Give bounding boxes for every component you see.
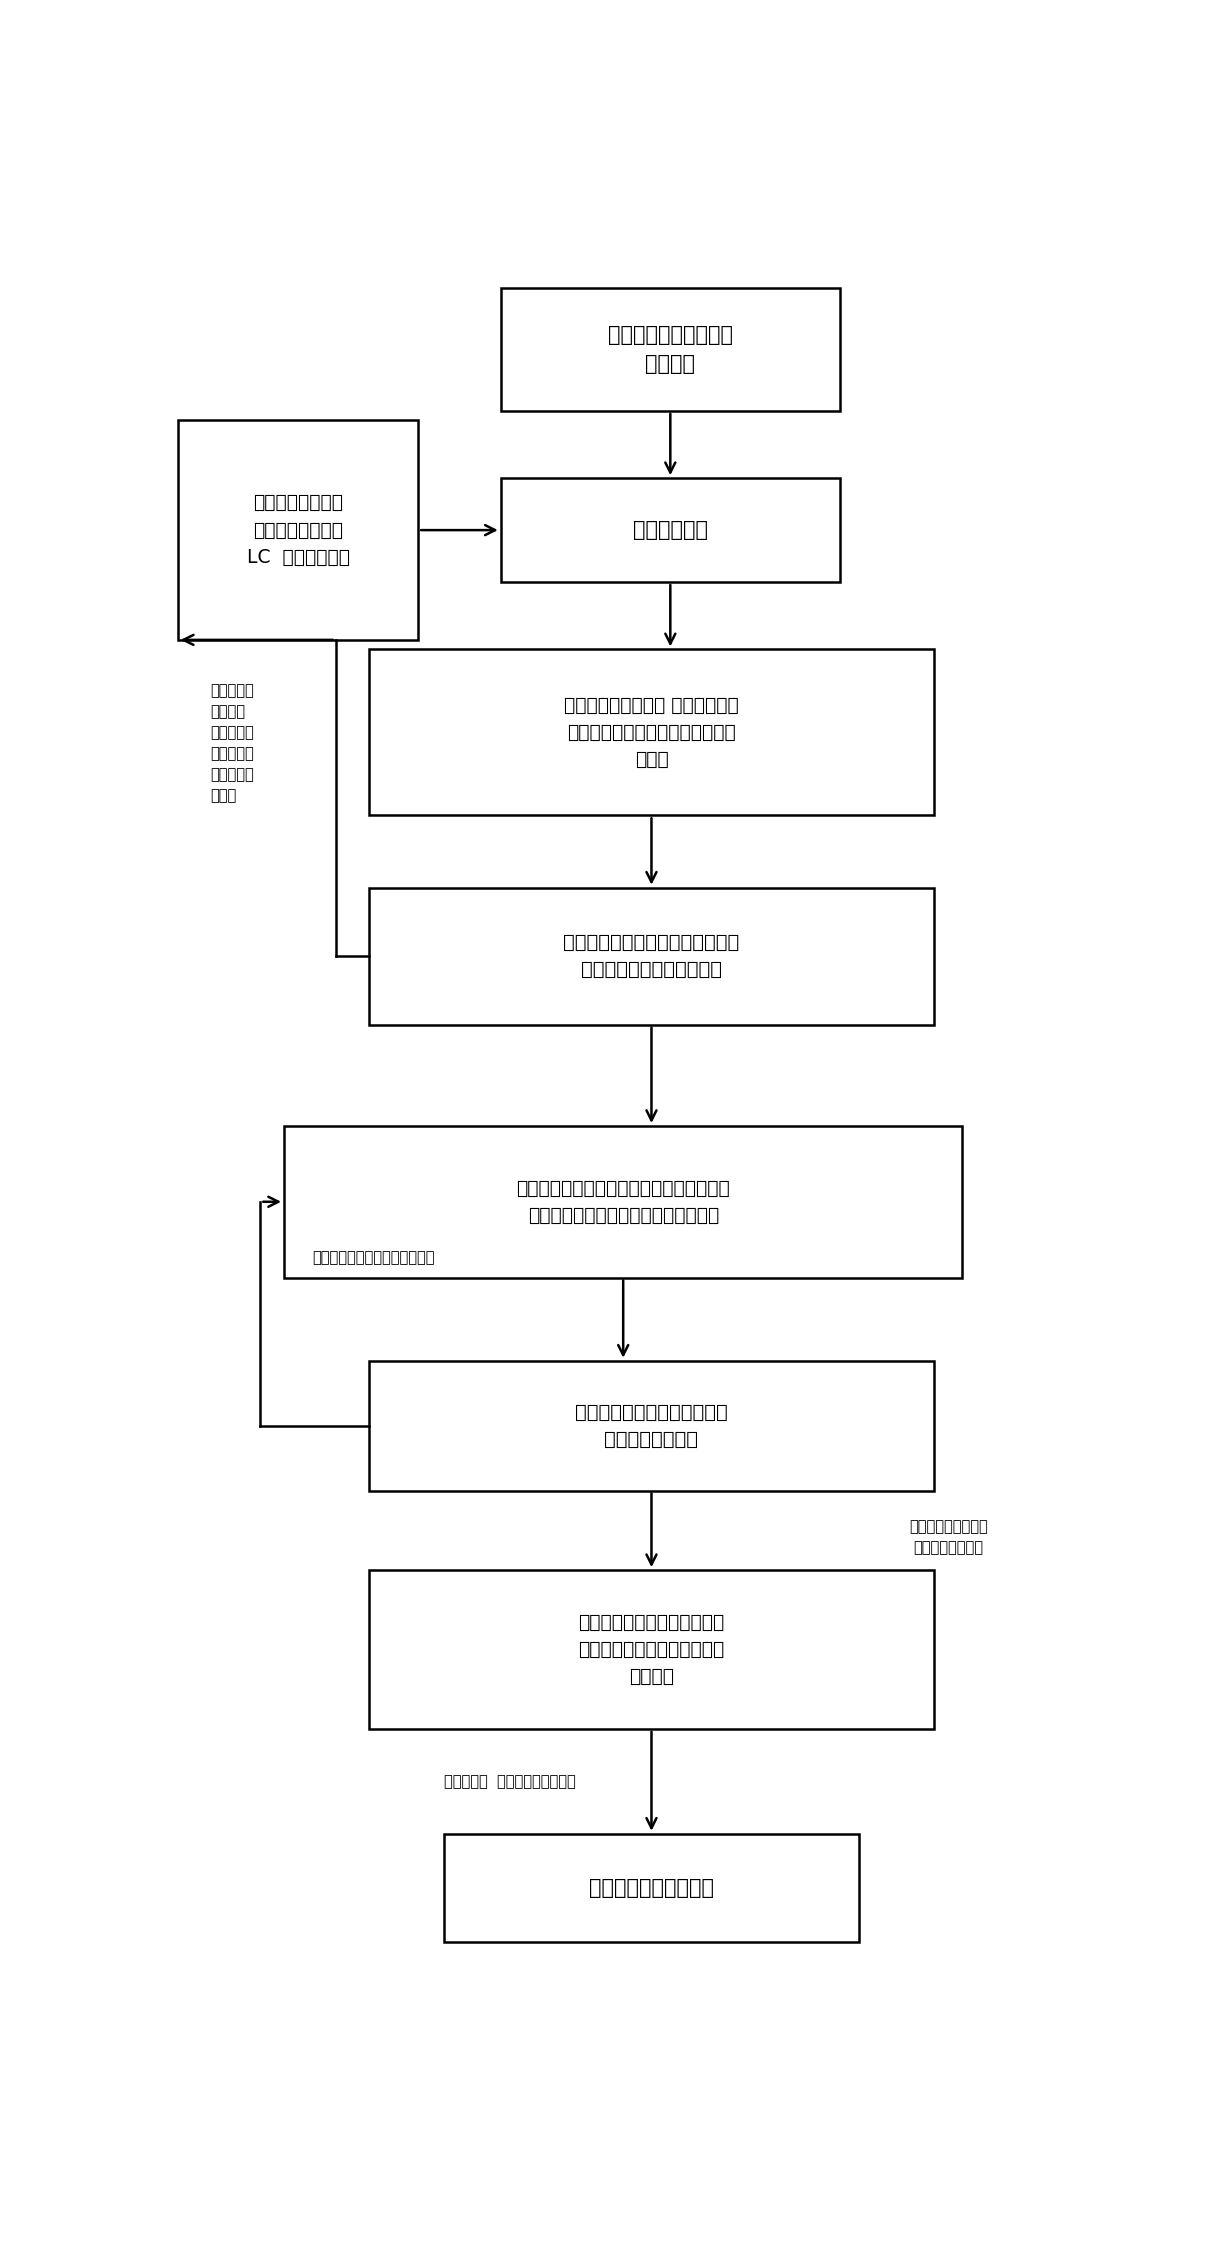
Bar xyxy=(178,421,418,639)
Text: 反击耐雷水平无提高或提高有限: 反击耐雷水平无提高或提高有限 xyxy=(313,1249,434,1265)
Text: 输出雷电流频谱特性 、幅值和波前
陡度与输入雷电流的差异及影响因
素分析: 输出雷电流频谱特性 、幅值和波前 陡度与输入雷电流的差异及影响因 素分析 xyxy=(564,696,739,770)
Text: 典型雷电流波形及频谱
特性分析: 典型雷电流波形及频谱 特性分析 xyxy=(608,324,733,374)
Bar xyxy=(368,887,934,1024)
Text: 初步确定一典型电
感型限流避雷针的
LC  链式等效电路: 初步确定一典型电 感型限流避雷针的 LC 链式等效电路 xyxy=(247,493,349,567)
Text: 实际结构、  材料难以设计或制造: 实际结构、 材料难以设计或制造 xyxy=(444,1774,576,1790)
Text: 确定参数，并结合有限元分析
给出电感型限流避雷针的优化
设计方案: 确定参数，并结合有限元分析 给出电感型限流避雷针的优化 设计方案 xyxy=(579,1612,725,1686)
Text: 给出最终优化设计方案: 给出最终优化设计方案 xyxy=(589,1877,714,1898)
Text: 幅频响应特性: 幅频响应特性 xyxy=(632,520,708,540)
Text: 修改链式等
效电路参
数，使对降
低雷电流幅
值和陡度更
加明显: 修改链式等 效电路参 数，使对降 低雷电流幅 值和陡度更 加明显 xyxy=(210,682,254,804)
Bar xyxy=(368,1360,934,1490)
Bar xyxy=(368,648,934,815)
Text: 反击耐雷水平提高明
显或达到设计要求: 反击耐雷水平提高明 显或达到设计要求 xyxy=(908,1519,987,1555)
Bar xyxy=(501,288,840,412)
Text: 验证基于幅频特性分析的链式
等效电路防雷效果: 验证基于幅频特性分析的链式 等效电路防雷效果 xyxy=(575,1402,728,1450)
Bar xyxy=(444,1835,858,1943)
Bar xyxy=(285,1126,963,1279)
Bar xyxy=(501,477,840,583)
Text: 建立输电线路和杆塔的反击耐雷水平仿真程
序，分析有无连接链式等效电路的差异: 建立输电线路和杆塔的反击耐雷水平仿真程 序，分析有无连接链式等效电路的差异 xyxy=(517,1180,730,1225)
Text: 确定对输出雷电流幅值和陡度有较
大影响的链式等效电路参数: 确定对输出雷电流幅值和陡度有较 大影响的链式等效电路参数 xyxy=(563,934,739,979)
Bar xyxy=(368,1571,934,1729)
